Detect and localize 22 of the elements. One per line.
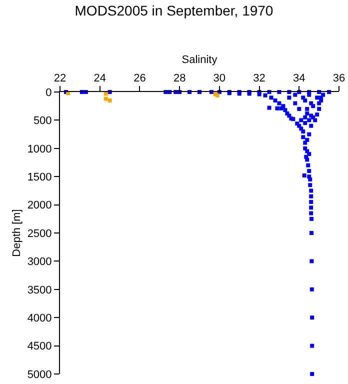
x-tick-label: 32 — [253, 72, 266, 85]
x-axis-title: Salinity — [182, 54, 218, 66]
x-tick-label: 28 — [173, 72, 186, 85]
y-tick-label: 2500 — [27, 228, 52, 240]
x-tick-label: 30 — [213, 72, 226, 85]
x-tick-label: 22 — [54, 72, 66, 85]
y-tick-label: 5000 — [27, 368, 52, 381]
y-tick-label: 3500 — [27, 284, 52, 296]
y-tick-label: 1500 — [27, 171, 52, 184]
x-tick-label: 36 — [332, 72, 346, 85]
y-tick-label: 1000 — [27, 143, 52, 156]
chart-title: MODS2005 in September, 1970 — [74, 2, 274, 19]
y-tick-label: 4500 — [27, 340, 52, 353]
y-tick-label: 4000 — [27, 312, 52, 324]
y-tick-label: 2000 — [27, 200, 52, 212]
x-tick-label: 24 — [94, 72, 106, 85]
y-tick-label: 0 — [46, 86, 52, 99]
y-axis-title: Depth [m] — [10, 209, 23, 257]
x-tick-label: 26 — [134, 72, 146, 85]
y-tick-label: 500 — [33, 115, 52, 128]
x-tick-label: 34 — [293, 72, 306, 85]
y-tick-label: 3000 — [27, 256, 52, 268]
